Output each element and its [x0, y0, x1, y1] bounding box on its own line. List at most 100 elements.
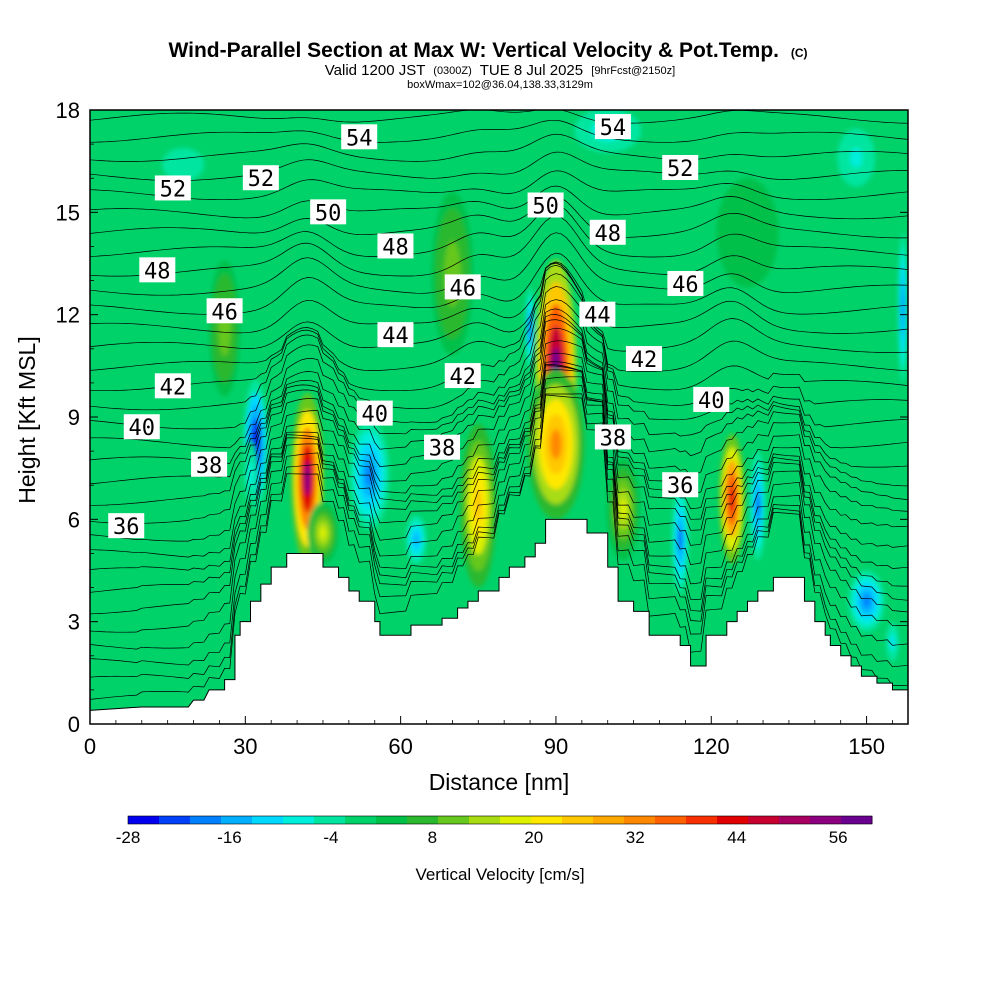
theta-label-text-14: 40	[361, 403, 388, 428]
chart-title: Wind-Parallel Section at Max W: Vertical…	[168, 39, 807, 62]
theta-contour-line-16	[90, 273, 908, 411]
theta-label-10: 48	[377, 233, 414, 260]
theta-contour-line-18	[90, 262, 908, 372]
theta-label-box-8	[310, 199, 347, 225]
theta-label-text-18: 48	[594, 222, 621, 247]
colorbar-swatch-2	[190, 816, 222, 824]
colorbar-swatch-23	[841, 816, 873, 824]
theta-label-text-24: 38	[600, 426, 627, 451]
theta-label-box-9	[341, 124, 378, 150]
theta-label-text-22: 42	[631, 348, 658, 373]
theta-label-23: 40	[693, 386, 730, 414]
theta-contour-line-22	[90, 232, 908, 296]
theta-contour-line-20	[90, 261, 908, 334]
velocity-cell-9-ring-4	[550, 429, 562, 460]
colorbar-tick-7: 56	[829, 828, 848, 847]
theta-contour-line-26	[90, 185, 908, 220]
colorbar-tick-5: 32	[626, 828, 645, 847]
theta-label-box-22	[625, 346, 662, 372]
theta-contour-line-11	[90, 319, 908, 506]
colorbar-tick-6: 44	[727, 828, 746, 847]
theta-contour-line-4	[90, 369, 908, 633]
velocity-cell-10-ring-4	[619, 498, 627, 520]
theta-label-2: 40	[123, 414, 160, 441]
theta-label-15: 38	[424, 434, 461, 462]
theta-label-text-8: 50	[315, 201, 342, 226]
colorbar-swatch-18	[686, 816, 718, 824]
theta-label-14: 40	[356, 400, 393, 428]
theta-label-text-15: 38	[429, 437, 456, 462]
y-tick-label-4: 12	[56, 303, 80, 328]
theta-label-1: 38	[191, 451, 228, 479]
theta-label-7: 52	[242, 165, 279, 192]
theta-contour-line-19	[90, 262, 908, 353]
theta-label-box-6	[154, 175, 191, 201]
theta-label-text-2: 40	[129, 416, 156, 441]
colorbar-swatch-9	[407, 816, 439, 824]
theta-label-text-23: 40	[698, 389, 725, 414]
theta-label-box-11	[444, 274, 481, 300]
theta-label-5: 48	[139, 257, 176, 284]
theta-contour-line-6	[90, 364, 908, 593]
velocity-cell-14-ring-4	[862, 595, 871, 608]
colorbar-swatch-6	[314, 816, 346, 824]
colorbar-tick-3: 8	[428, 828, 437, 847]
theta-label-12: 44	[377, 322, 414, 349]
theta-label-box-19	[662, 154, 699, 180]
theta-contour-line-5	[90, 365, 908, 615]
chart-subtitle: Valid 1200 JST (0300Z) TUE 8 Jul 2025 [9…	[325, 61, 675, 79]
theta-label-text-13: 42	[450, 365, 477, 390]
theta-label-box-16	[527, 192, 564, 218]
velocity-cell-17-ring-4	[901, 292, 904, 323]
theta-contour-line-9	[90, 340, 908, 542]
theta-label-box-10	[377, 233, 414, 259]
theta-label-17: 54	[594, 114, 631, 141]
velocity-cell-21-ring-4	[172, 156, 194, 173]
velocity-cell-13-ring-4	[756, 494, 760, 517]
colorbar-swatch-17	[655, 816, 687, 824]
x-tick-label-4: 120	[693, 734, 730, 759]
theta-label-box-12	[377, 322, 414, 348]
colorbar-swatch-15	[593, 816, 625, 824]
colorbar-swatch-12	[500, 816, 532, 824]
theta-contour-line-8	[90, 352, 908, 558]
theta-label-text-17: 54	[600, 116, 627, 141]
theta-label-text-1: 38	[196, 454, 223, 479]
x-axis-label: Distance [nm]	[429, 769, 570, 795]
theta-label-box-7	[242, 165, 279, 191]
theta-label-16: 50	[527, 192, 564, 220]
chart-title-main: Wind-Parallel Section at Max W: Vertical…	[168, 39, 779, 62]
velocity-cell-5-ring-4	[413, 533, 419, 546]
theta-label-text-12: 44	[382, 324, 409, 349]
velocity-cell-2-ring-4	[304, 461, 311, 496]
theta-label-box-1	[191, 451, 228, 477]
y-tick-label-1: 3	[68, 610, 80, 635]
velocity-cell-11-ring-4	[678, 528, 682, 551]
theta-contour-line-15	[90, 286, 908, 430]
theta-contour-line-14	[90, 299, 908, 449]
forecast-info: [9hrFcst@2150z]	[591, 65, 675, 77]
theta-label-text-4: 46	[211, 300, 238, 325]
theta-label-3: 42	[154, 373, 191, 400]
colorbar-tick-4: 20	[524, 828, 543, 847]
theta-label-box-3	[154, 373, 191, 399]
theta-contour-line-23	[90, 215, 908, 277]
theta-contours-layer	[90, 110, 908, 700]
theta-label-text-10: 48	[382, 235, 409, 260]
velocity-cell-16-ring-4	[850, 148, 863, 168]
theta-label-box-25	[662, 472, 699, 498]
theta-label-box-4	[206, 298, 243, 324]
theta-contour-line-27	[90, 170, 908, 201]
colorbar: -28 -16 -4 8 20 32 44 56	[116, 815, 873, 847]
colorbar-swatch-13	[531, 816, 563, 824]
colorbar-swatch-1	[159, 816, 191, 824]
theta-contour-line-2	[90, 385, 908, 666]
y-tick-label-3: 9	[68, 405, 80, 430]
theta-label-box-20	[667, 270, 704, 296]
theta-label-25: 36	[662, 472, 699, 499]
theta-label-text-0: 36	[113, 515, 140, 540]
